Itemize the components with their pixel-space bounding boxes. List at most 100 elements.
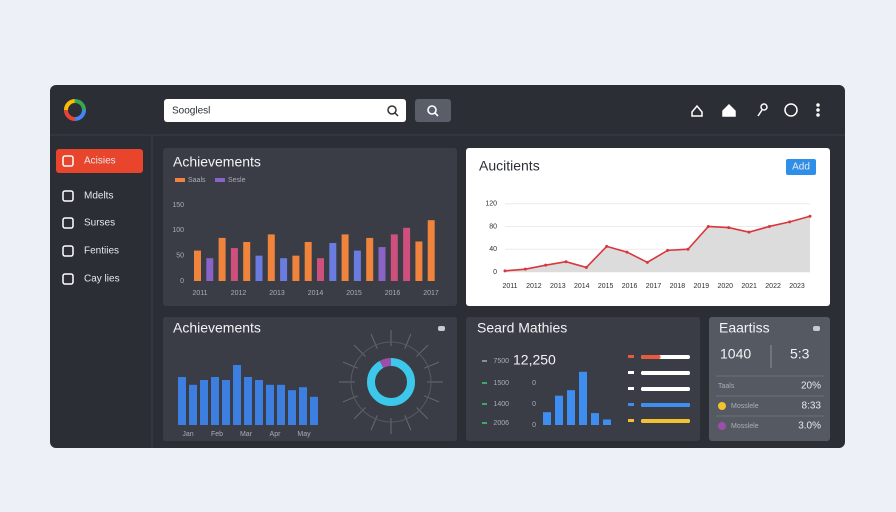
meter-swatch (628, 355, 634, 358)
bar (255, 380, 263, 425)
ray (342, 361, 358, 369)
panel-menu[interactable] (813, 326, 820, 331)
meter-swatch (628, 387, 634, 390)
x-tick-label: 2023 (789, 283, 805, 290)
legend-label: Sesle (228, 177, 246, 184)
point (788, 220, 792, 224)
point (605, 244, 609, 248)
point (767, 224, 771, 228)
search-box[interactable] (164, 99, 406, 122)
row-label: Taals (718, 383, 735, 390)
point (747, 230, 751, 234)
bar (243, 241, 251, 281)
meter-swatch (628, 371, 634, 374)
row-label: Mosslele (731, 423, 759, 430)
legend-swatch (215, 178, 225, 182)
x-tick-label: 2012 (231, 290, 247, 297)
x-tick-label: 2014 (308, 290, 324, 297)
y-tick-label: 80 (489, 223, 497, 230)
active-nav-item[interactable] (56, 149, 143, 173)
bar (230, 248, 238, 281)
nav-item[interactable]: Cay lies (84, 274, 120, 285)
header-icons[interactable] (691, 103, 820, 117)
histogram-bar (603, 419, 611, 425)
panel-achievements (163, 148, 457, 306)
histogram-bar (567, 390, 575, 425)
nav-icon (62, 217, 74, 229)
x-tick-label: 2011 (502, 283, 517, 290)
nav-item[interactable]: Fentiies (84, 246, 119, 257)
area (505, 216, 810, 272)
donut-ring (350, 341, 432, 423)
x-tick-label: 2013 (550, 283, 566, 290)
point (727, 226, 731, 230)
bar (277, 384, 285, 425)
bar (218, 237, 226, 281)
row-value: 8:33 (802, 401, 822, 412)
row-label: Mosslele (731, 403, 759, 410)
row-icon (718, 402, 726, 410)
ray (424, 361, 440, 369)
bar (189, 384, 197, 425)
nav-item[interactable]: Surses (84, 218, 115, 229)
y-tick-label: 100 (172, 227, 184, 234)
x-tick-label: 2016 (385, 290, 401, 297)
y-tick-label: 0 (493, 269, 497, 276)
bar (292, 255, 300, 281)
meter-fill (641, 371, 690, 375)
ray (404, 333, 412, 349)
x-tick-label: 2011 (192, 290, 207, 297)
x-tick-label: 2015 (346, 290, 362, 297)
nav-icon (62, 245, 74, 257)
nav-item[interactable]: Mdelts (84, 191, 113, 202)
x-tick-label: 2018 (670, 283, 686, 290)
point (523, 267, 527, 271)
x-tick-label: 2017 (423, 290, 439, 297)
y-tick-label: 120 (485, 201, 497, 208)
bar (427, 220, 435, 281)
panel-title: Achievements (173, 154, 261, 170)
hist-tick-label: 0 (532, 401, 536, 408)
meter-fill (641, 419, 690, 423)
legend-swatch (175, 178, 185, 182)
bar (304, 241, 312, 281)
side-label: 1400 (493, 401, 509, 408)
x-tick-label: Mar (240, 431, 253, 438)
bar (233, 365, 241, 425)
point (584, 265, 588, 269)
x-tick-label: 2017 (646, 283, 662, 290)
x-tick-label: May (297, 431, 311, 438)
stat-value: 1040 (720, 346, 751, 362)
hist-tick-label: 0 (532, 380, 536, 387)
point (503, 269, 507, 273)
bar (194, 250, 201, 281)
x-tick-label: Apr (270, 431, 282, 438)
x-tick-label: 2014 (574, 283, 590, 290)
y-tick-label: 40 (489, 246, 497, 253)
add-button[interactable] (786, 159, 816, 175)
bar (353, 250, 361, 281)
add-button-label: Add (792, 162, 810, 173)
bar (211, 377, 219, 425)
search-button[interactable] (415, 99, 451, 122)
x-tick-label: 2012 (526, 283, 542, 290)
total-value: 12,250 (513, 352, 556, 368)
meter-swatch (628, 419, 634, 422)
x-tick-label: 2019 (694, 283, 710, 290)
bar (266, 384, 274, 425)
ray (353, 407, 366, 420)
ray (404, 415, 412, 431)
bar (403, 227, 411, 281)
panel-title: Aucitients (479, 158, 540, 174)
meter-fill (641, 387, 690, 391)
side-label: 7500 (493, 358, 509, 365)
nav-item[interactable]: Acisies (84, 156, 116, 167)
logo[interactable] (64, 99, 86, 121)
bar (280, 258, 288, 281)
x-tick-label: 2013 (269, 290, 285, 297)
bar (255, 255, 263, 281)
bar (317, 258, 324, 281)
point (808, 214, 812, 218)
panel-menu[interactable] (438, 326, 445, 331)
